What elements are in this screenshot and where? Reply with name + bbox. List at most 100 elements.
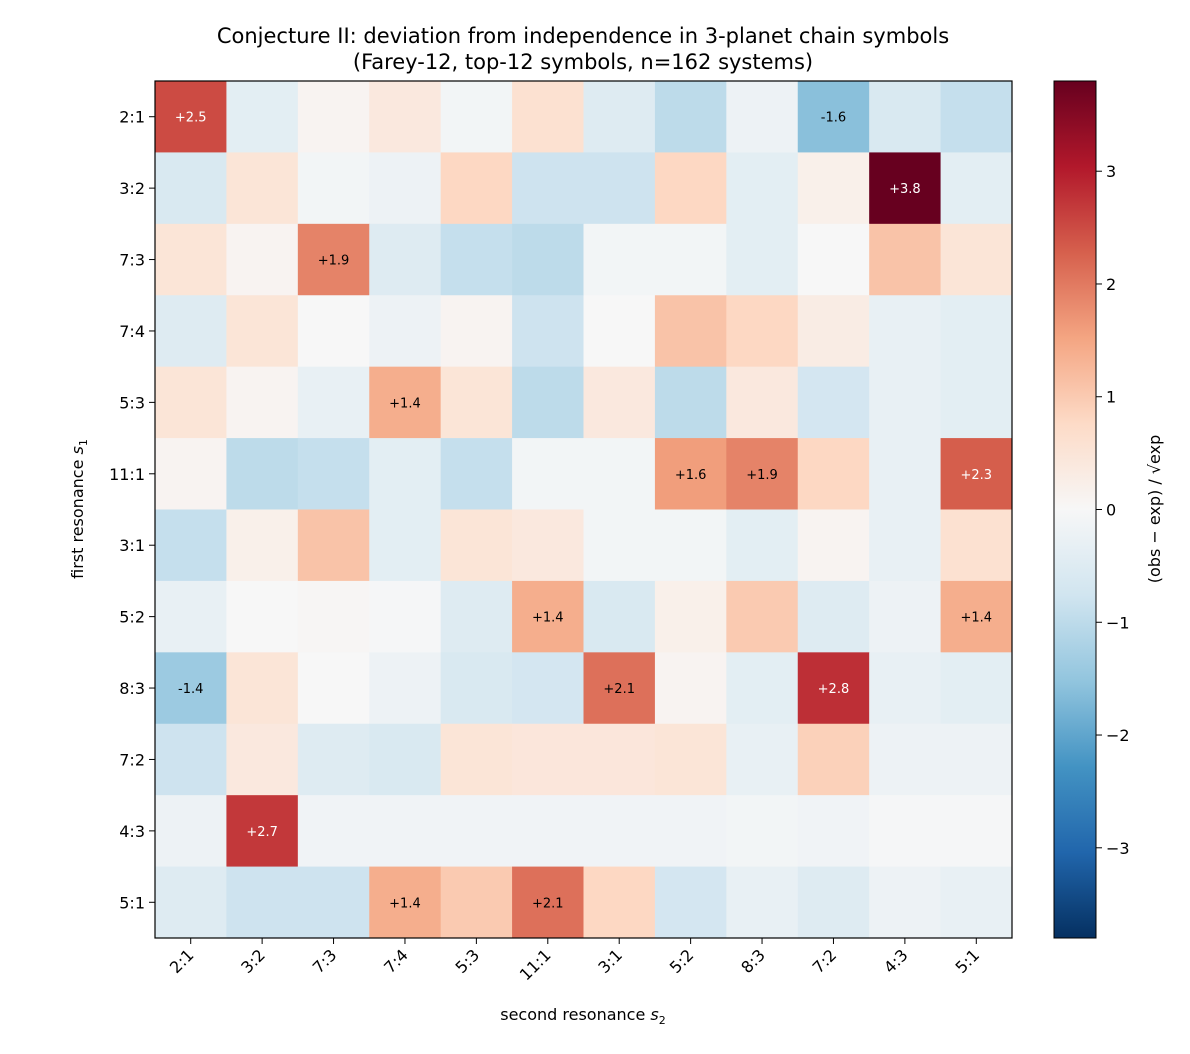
y-tick-label: 5:1 — [119, 893, 145, 912]
cell-annotation: -1.6 — [821, 111, 846, 126]
heatmap-cell — [440, 81, 513, 153]
heatmap-cell — [869, 81, 942, 153]
cell-annotation: +1.4 — [532, 611, 564, 626]
heatmap-cell — [726, 223, 799, 296]
cell-annotation: +2.8 — [818, 682, 850, 697]
heatmap-cell — [226, 509, 299, 582]
heatmap-cell — [654, 795, 727, 868]
heatmap-cell — [440, 223, 513, 296]
heatmap-cell — [369, 723, 442, 796]
heatmap-cell — [654, 580, 727, 653]
colorbar-tick-label: −1 — [1106, 613, 1130, 632]
y-tick-label: 7:2 — [119, 750, 145, 769]
heatmap-cell — [726, 652, 799, 725]
heatmap-cell — [797, 152, 870, 225]
heatmap-cell — [583, 795, 656, 868]
heatmap-cell — [940, 223, 1013, 296]
heatmap-cell — [512, 223, 584, 296]
heatmap-cell — [155, 652, 227, 725]
x-tick-label: 5:1 — [951, 945, 983, 977]
heatmap-cell — [512, 81, 584, 153]
heatmap-cell — [512, 295, 584, 368]
heatmap-cell — [440, 366, 513, 439]
heatmap-cell — [583, 723, 656, 796]
cell-annotation: -1.4 — [178, 682, 203, 697]
heatmap-cell — [155, 723, 227, 796]
heatmap-cell — [440, 152, 513, 225]
cell-annotation: +2.5 — [175, 111, 207, 126]
heatmap-cell — [512, 366, 584, 439]
heatmap-cell — [297, 81, 370, 153]
heatmap-cell — [226, 152, 299, 225]
heatmap-cell — [583, 223, 656, 296]
heatmap-cell — [726, 81, 799, 153]
cell-annotation: +3.8 — [889, 182, 921, 197]
colorbar — [1053, 80, 1097, 939]
x-tick-label: 8:3 — [737, 945, 769, 977]
heatmap-cell — [512, 866, 584, 939]
heatmap-cell — [155, 81, 227, 153]
heatmap-cell — [726, 438, 799, 510]
colorbar-label: (obs − exp) / √exp — [1145, 435, 1164, 583]
y-tick-label: 7:3 — [119, 251, 145, 270]
y-tick-label: 5:3 — [119, 393, 145, 412]
heatmap-cell — [297, 152, 370, 225]
x-tick-label: 7:4 — [380, 945, 412, 977]
heatmap-cell — [583, 438, 656, 510]
heatmap-cell — [297, 866, 370, 939]
heatmap-cell — [369, 866, 442, 939]
heatmap-cell — [654, 866, 727, 939]
heatmap-cell — [940, 81, 1013, 153]
heatmap-cell — [369, 366, 442, 439]
heatmap-cell — [654, 366, 727, 439]
heatmap-cell — [726, 509, 799, 582]
heatmap-cell — [297, 652, 370, 725]
heatmap-cell — [869, 366, 942, 439]
heatmap-cell — [797, 795, 870, 868]
heatmap-cell — [869, 652, 942, 725]
heatmap-cell — [940, 723, 1013, 796]
colorbar-tick-label: −2 — [1106, 726, 1130, 745]
heatmap-cell — [726, 152, 799, 225]
heatmap-cell — [797, 223, 870, 296]
heatmap-cell — [155, 438, 227, 510]
heatmap-cell — [797, 723, 870, 796]
heatmap-cell — [869, 866, 942, 939]
heatmap-cell — [512, 723, 584, 796]
heatmap-cell — [297, 438, 370, 510]
heatmap-cell — [440, 795, 513, 868]
heatmap-cell — [369, 795, 442, 868]
heatmap-cell — [583, 866, 656, 939]
heatmap-cell — [726, 866, 799, 939]
heatmap-cell — [226, 866, 299, 939]
heatmap-cell — [797, 866, 870, 939]
cell-annotation: +1.6 — [675, 468, 707, 483]
heatmap-cell — [297, 795, 370, 868]
heatmap-cell — [583, 295, 656, 368]
heatmap-cell — [440, 295, 513, 368]
heatmap-cell — [155, 295, 227, 368]
x-tick-label: 3:1 — [594, 945, 626, 977]
heatmap-cell — [226, 295, 299, 368]
heatmap-cell — [226, 81, 299, 153]
heatmap-cell — [940, 652, 1013, 725]
heatmap-cell — [512, 795, 584, 868]
heatmap-cell — [297, 295, 370, 368]
y-axis-label: first resonance s1 — [68, 439, 90, 579]
heatmap-cell — [726, 366, 799, 439]
y-tick-label: 11:1 — [109, 465, 145, 484]
heatmap-cell — [369, 81, 442, 153]
heatmap-cell — [297, 366, 370, 439]
heatmap-cell — [369, 223, 442, 296]
heatmap-cell — [369, 652, 442, 725]
heatmap-cell — [583, 81, 656, 153]
heatmap-cell — [583, 580, 656, 653]
heatmap-cell — [440, 652, 513, 725]
heatmap-cell — [654, 81, 727, 153]
heatmap-cell — [797, 509, 870, 582]
colorbar-ticks: −3 −2 −1 0 1 2 3 — [1096, 162, 1130, 858]
cell-annotation: +1.4 — [389, 896, 421, 911]
plot-frame — [154, 80, 1013, 939]
heatmap-cell — [654, 438, 727, 510]
